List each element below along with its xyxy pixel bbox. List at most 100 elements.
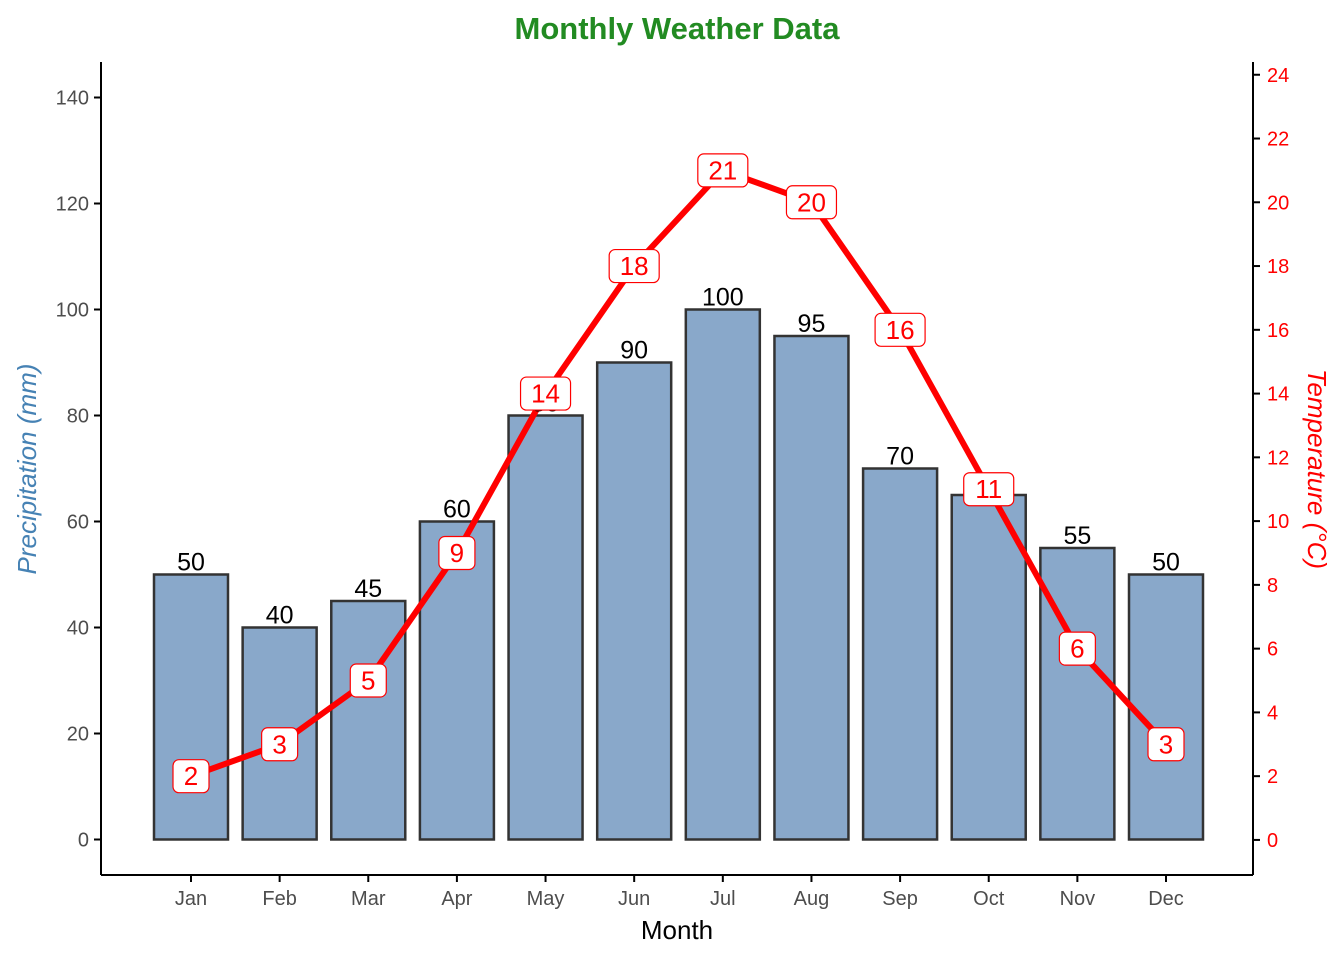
y-tick-label-140: 140 bbox=[56, 88, 89, 110]
x-tick-label-may: May bbox=[527, 888, 565, 910]
temperature-label-may: 14 bbox=[519, 376, 572, 411]
x-tick-label-aug: Aug bbox=[794, 888, 830, 910]
bar-apr bbox=[418, 520, 496, 841]
bar-sep bbox=[861, 467, 939, 841]
x-tick-label-jan: Jan bbox=[175, 888, 207, 910]
y-axis-title: Precipitation (mm) bbox=[12, 364, 42, 575]
y2-tick-label-8: 8 bbox=[1267, 575, 1278, 597]
temperature-label-text: 3 bbox=[272, 729, 286, 759]
temperature-label-sep: 16 bbox=[874, 312, 926, 347]
y2-tick-label-6: 6 bbox=[1267, 639, 1278, 661]
temperature-label-jul: 21 bbox=[697, 153, 749, 188]
y2-tick-label-22: 22 bbox=[1267, 129, 1289, 151]
temperature-label-text: 16 bbox=[886, 315, 915, 345]
temperature-label-box bbox=[697, 153, 749, 188]
y2-tick-label-16: 16 bbox=[1267, 320, 1289, 342]
y2-tick-label-0: 0 bbox=[1267, 830, 1278, 852]
chart-title: Monthly Weather Data bbox=[515, 11, 841, 46]
bar-aug bbox=[773, 334, 850, 841]
y2-tick-label-14: 14 bbox=[1267, 384, 1289, 406]
temperature-label-box bbox=[963, 472, 1015, 507]
temperature-label-aug: 20 bbox=[785, 185, 838, 220]
y2-tick-label-24: 24 bbox=[1267, 65, 1289, 87]
bar-value-label-jun: 90 bbox=[620, 337, 648, 365]
x-tick-label-apr: Apr bbox=[441, 888, 472, 910]
x-tick-label-nov: Nov bbox=[1060, 888, 1096, 910]
temperature-label-text: 6 bbox=[1070, 634, 1084, 664]
temperature-label-nov: 6 bbox=[1058, 631, 1096, 666]
bar-jan bbox=[152, 573, 230, 841]
y2-tick-label-2: 2 bbox=[1267, 766, 1278, 788]
bar-value-label-aug: 95 bbox=[798, 310, 826, 338]
y2-tick-label-12: 12 bbox=[1267, 447, 1289, 469]
x-tick-label-jul: Jul bbox=[710, 888, 736, 910]
temperature-label-text: 14 bbox=[531, 379, 560, 409]
temperature-label-mar: 5 bbox=[349, 663, 387, 698]
temperature-label-text: 2 bbox=[184, 761, 198, 791]
temperature-label-jan: 2 bbox=[172, 759, 210, 794]
temperature-labels-layer: 2 3 5 9 14 18 21 20 16 11 6 3 bbox=[172, 153, 1185, 794]
temperature-label-oct: 11 bbox=[963, 472, 1015, 507]
bar-nov bbox=[1039, 546, 1116, 841]
temperature-label-text: 21 bbox=[708, 155, 737, 185]
x-tick-label-mar: Mar bbox=[351, 888, 386, 910]
temperature-label-text: 9 bbox=[450, 538, 464, 568]
bar-mar bbox=[330, 599, 407, 841]
bar-jun bbox=[595, 361, 673, 841]
x-tick-label-jun: Jun bbox=[618, 888, 650, 910]
temperature-label-text: 5 bbox=[361, 666, 375, 696]
y2-tick-label-10: 10 bbox=[1267, 511, 1289, 533]
x-tick-label-sep: Sep bbox=[882, 888, 918, 910]
bar-value-label-nov: 55 bbox=[1063, 522, 1091, 550]
bar-value-label-sep: 70 bbox=[886, 443, 914, 471]
temperature-label-box bbox=[874, 312, 926, 347]
bar-may bbox=[507, 414, 584, 841]
temperature-label-text: 3 bbox=[1159, 729, 1173, 759]
y2-tick-label-20: 20 bbox=[1267, 192, 1289, 214]
bar-value-label-jul: 100 bbox=[702, 284, 744, 312]
temperature-label-text: 18 bbox=[620, 251, 649, 281]
y-tick-label-120: 120 bbox=[56, 194, 89, 216]
temperature-label-apr: 9 bbox=[438, 535, 476, 571]
y-tick-label-100: 100 bbox=[56, 300, 89, 322]
y2-tick-label-4: 4 bbox=[1267, 702, 1278, 724]
x-tick-label-oct: Oct bbox=[973, 888, 1005, 910]
temperature-label-box bbox=[1058, 631, 1096, 666]
y-tick-label-60: 60 bbox=[67, 511, 89, 533]
temperature-label-dec: 3 bbox=[1147, 727, 1185, 762]
bar-labels-layer: 5040456080901009570655550 bbox=[177, 284, 1180, 630]
y-tick-label-80: 80 bbox=[67, 406, 89, 428]
bars-layer bbox=[152, 308, 1205, 841]
bar-value-label-dec: 50 bbox=[1152, 548, 1180, 576]
temperature-label-box bbox=[1147, 727, 1185, 762]
temperature-label-jun: 18 bbox=[608, 248, 660, 284]
temperature-label-box bbox=[608, 248, 660, 284]
bar-dec bbox=[1127, 573, 1205, 841]
temperature-label-box bbox=[785, 185, 838, 220]
bar-oct bbox=[950, 493, 1027, 841]
axes-layer: 020406080100120140024681012141618202224J… bbox=[56, 62, 1289, 910]
x-tick-label-dec: Dec bbox=[1148, 888, 1184, 910]
temperature-label-text: 20 bbox=[797, 187, 826, 217]
temperature-label-text: 11 bbox=[975, 474, 1002, 504]
y2-tick-label-18: 18 bbox=[1267, 256, 1289, 278]
bar-jul bbox=[684, 308, 762, 841]
temperature-label-box bbox=[349, 663, 387, 698]
temperature-label-box bbox=[519, 376, 572, 411]
temperature-label-box bbox=[172, 759, 210, 794]
y-tick-label-20: 20 bbox=[67, 723, 89, 745]
bar-value-label-apr: 60 bbox=[443, 495, 471, 523]
temperature-label-box bbox=[261, 727, 299, 762]
x-tick-label-feb: Feb bbox=[262, 888, 296, 910]
bar-value-label-mar: 45 bbox=[354, 575, 382, 603]
x-axis-title: Month bbox=[641, 915, 713, 945]
bar-value-label-feb: 40 bbox=[266, 601, 294, 629]
temperature-label-box bbox=[438, 535, 476, 571]
temperature-label-feb: 3 bbox=[261, 727, 299, 762]
y-tick-label-0: 0 bbox=[78, 829, 89, 851]
bar-value-label-jan: 50 bbox=[177, 548, 205, 576]
y-tick-label-40: 40 bbox=[67, 617, 89, 639]
y2-axis-title: Temperature (°C) bbox=[1302, 369, 1332, 569]
